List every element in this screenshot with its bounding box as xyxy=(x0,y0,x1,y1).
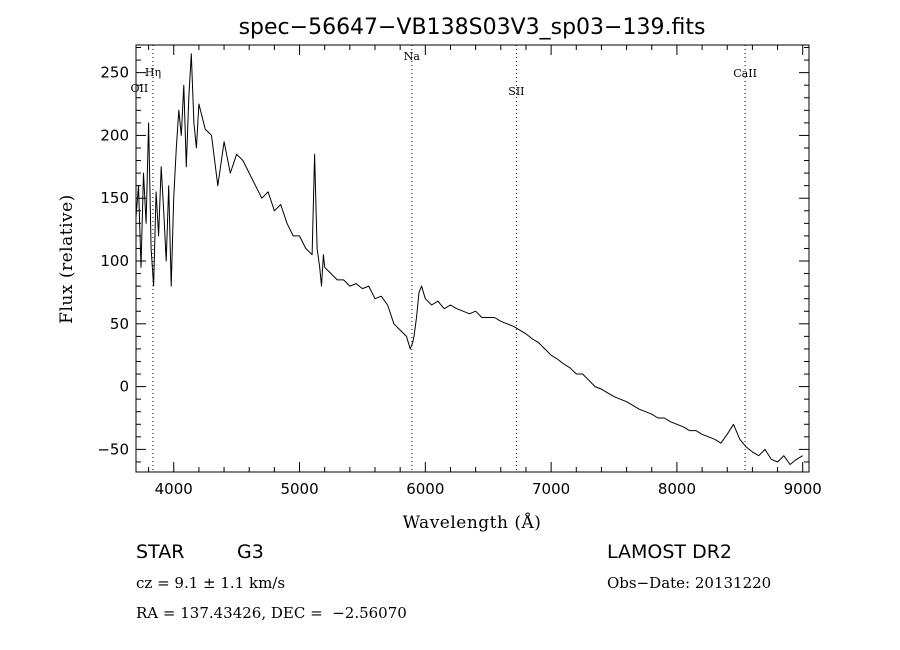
y-tick-label: 250 xyxy=(100,64,129,82)
plot-frame xyxy=(135,44,810,473)
y-tick-label: 200 xyxy=(100,126,129,144)
line-marker-label: Hη xyxy=(145,66,161,79)
y-axis-label: Flux (relative) xyxy=(57,194,77,324)
x-tick-label: 7000 xyxy=(532,480,570,498)
x-tick-label: 9000 xyxy=(784,480,822,498)
y-tick-label: 150 xyxy=(100,189,129,207)
x-tick-label: 8000 xyxy=(658,480,696,498)
line-marker-label: SII xyxy=(508,85,524,98)
y-tick-label: 50 xyxy=(110,315,129,333)
object-class: STAR xyxy=(136,541,185,563)
chart-title: spec−56647−VB138S03V3_sp03−139.fits xyxy=(239,15,706,40)
y-tick-label: −50 xyxy=(97,440,129,458)
spectrum-line xyxy=(135,53,803,465)
y-tick-label: 100 xyxy=(100,252,129,270)
line-marker-label: Na xyxy=(404,50,421,63)
line-marker-label: OII xyxy=(131,82,149,95)
x-tick-label: 6000 xyxy=(406,480,444,498)
observation-date: Obs−Date: 20131220 xyxy=(607,574,772,592)
survey-name: LAMOST DR2 xyxy=(607,541,732,563)
x-tick-label: 4000 xyxy=(155,480,193,498)
x-axis-label: Wavelength (Å) xyxy=(403,512,542,533)
plot-area xyxy=(135,45,809,472)
x-tick-label: 5000 xyxy=(280,480,318,498)
y-tick-label: 0 xyxy=(119,378,129,396)
line-marker-label: CaII xyxy=(733,67,757,80)
redshift-cz: cz = 9.1 ± 1.1 km/s xyxy=(136,574,286,592)
coordinates: RA = 137.43426, DEC = −2.56070 xyxy=(136,604,407,622)
object-subclass: G3 xyxy=(237,541,264,563)
